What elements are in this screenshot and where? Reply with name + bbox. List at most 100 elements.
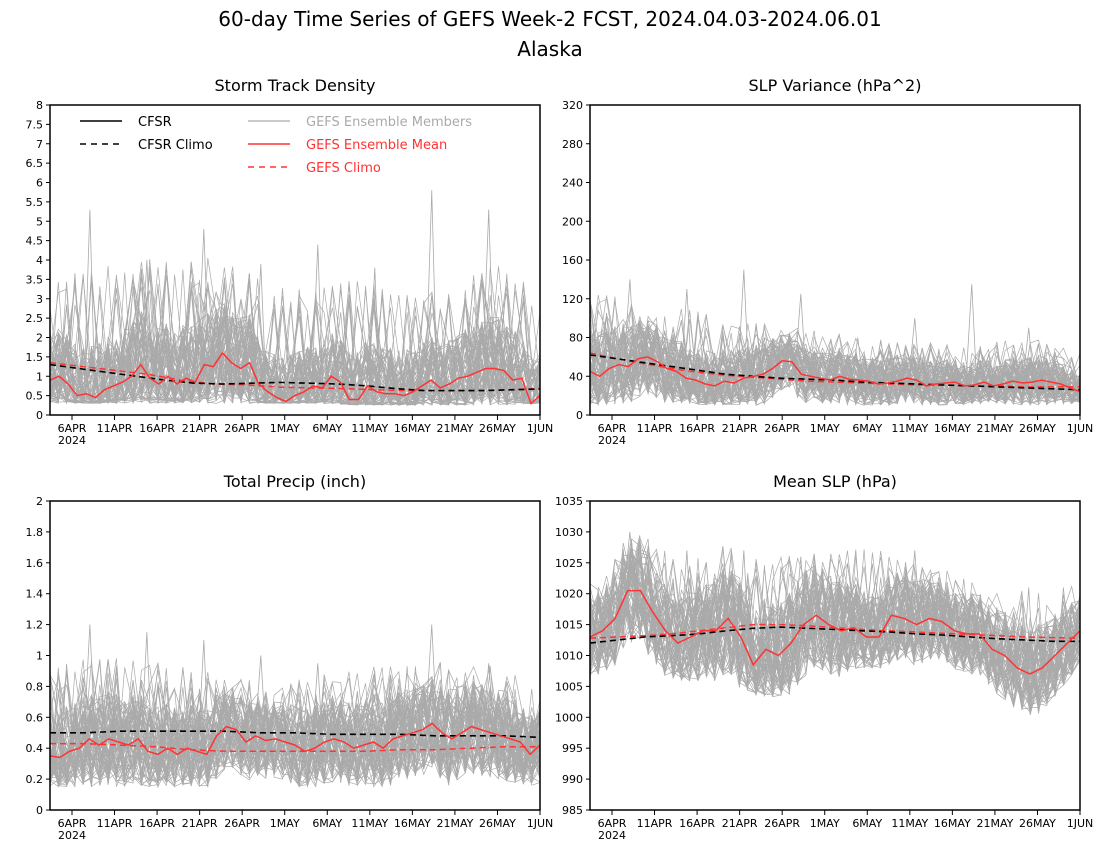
x-tick-label: 1MAY [270,817,300,830]
x-tick-label: 21APR [722,817,758,830]
ensemble-member-spike [908,318,921,380]
x-tick-label: 21APR [182,422,218,435]
x-tick-label: 6MAY [852,422,882,435]
ensemble-member-line [590,314,1080,405]
x-tick-label: 1JUN [527,422,554,435]
panel-title: SLP Variance (hPa^2) [749,76,922,95]
figure-title: 60-day Time Series of GEFS Week-2 FCST, … [218,7,881,31]
legend: CFSR CFSR Climo GEFS Ensemble Members GEFS … [80,115,472,176]
ensemble-member-spike [623,279,636,366]
y-tick-label: 1 [36,370,43,383]
x-tick-label: 6MAY [312,817,342,830]
legend-label: CFSR Climo [138,138,213,153]
x-tick-label: 26MAY [479,817,516,830]
x-tick-label: 6APR [58,817,87,830]
ensemble-members [590,531,1080,716]
ensemble-member-spike [140,259,153,374]
legend-label: GEFS Climo [306,161,381,176]
ensemble-member-line [50,273,540,406]
panel-title: Mean SLP (hPa) [773,472,897,491]
x-tick-label: 26APR [224,422,260,435]
legend-label: GEFS Ensemble Mean [306,138,447,153]
x-tick-label: 21MAY [976,422,1013,435]
x-tick-label: 6APR [598,422,627,435]
ensemble-member-spike [794,293,807,374]
y-tick-label: 1.5 [26,351,44,364]
ensemble-member-spike [197,228,210,366]
y-tick-label: 0.8 [26,680,44,693]
ensemble-member-line [590,562,1080,708]
ensemble-member-line [50,267,540,405]
y-tick-label: 4 [36,254,43,267]
ensemble-member-spike [737,550,750,644]
x-tick-label: 11APR [97,817,133,830]
x-tick-label: 1JUN [527,817,554,830]
ensemble-member-spike [1022,327,1035,383]
x-tick-label: 16MAY [394,817,431,830]
y-tick-label: 1 [36,650,43,663]
x-tick-label: 21MAY [976,817,1013,830]
x-tick-label: 1MAY [270,422,300,435]
ensemble-member-line [50,271,540,405]
chart-panels: Storm Track Density 0 0.5 1 1.5 2 2.5 3 3.5 4 4.5 5… [26,76,1094,842]
x-tick-label: 11APR [637,422,673,435]
y-tick-label: 1015 [555,619,583,632]
chart-panel-1: Storm Track Density 0 0.5 1 1.5 2 2.5 3 3.5 4 4.5 5… [26,76,554,447]
y-tick-label: 1.2 [26,619,44,632]
y-tick-label: 1035 [555,495,583,508]
panel-title: Total Precip (inch) [223,472,366,491]
ensemble-member-line [590,539,1080,699]
y-tick-label: 320 [562,99,583,112]
ensemble-member-spike [425,190,438,381]
x-tick-label: 16MAY [394,422,431,435]
cfsr-climo-line [590,354,1080,391]
y-tick-label: 2 [36,332,43,345]
y-tick-label: 5 [36,215,43,228]
y-tick-label: 0.2 [26,773,44,786]
y-tick-label: 0 [36,409,43,422]
ensemble-member-line [50,661,540,784]
ensemble-member-spike [254,655,267,739]
y-tick-label: 80 [569,332,583,345]
y-tick-label: 1.6 [26,557,44,570]
y-tick-label: 7 [36,138,43,151]
panel-title: Storm Track Density [215,76,376,95]
y-tick-label: 3 [36,293,43,306]
chart-panel-4: Mean SLP (hPa) 985 990 995 1000 1005 1010 1015 1… [555,472,1093,842]
ensemble-member-spike [623,531,636,591]
y-tick-label: 40 [569,370,583,383]
ensemble-member-spike [140,632,153,750]
y-tick-label: 1005 [555,680,583,693]
y-tick-label: 2.5 [26,312,44,325]
x-tick-label: 6APR [58,422,87,435]
x-tick-label: 16APR [679,422,715,435]
ensemble-mean-line [590,589,1080,675]
x-tick-label: 11MAY [891,817,928,830]
y-tick-label: 7.5 [26,118,44,131]
x-tick-label: 11MAY [351,422,388,435]
x-tick-label: 1MAY [810,422,840,435]
x-year-label: 2024 [598,434,626,447]
x-tick-label: 11MAY [891,422,928,435]
ensemble-member-line [590,309,1080,406]
ensemble-member-line [590,323,1080,404]
ensemble-member-spike [368,267,381,391]
ensemble-member-line [590,314,1080,405]
y-tick-label: 120 [562,293,583,306]
cfsr-climo-line [590,626,1080,644]
y-tick-label: 6.5 [26,157,44,170]
ensemble-member-spike [425,624,438,724]
y-tick-label: 1030 [555,526,583,539]
ensemble-member-line [590,535,1080,693]
y-tick-label: 4.5 [26,235,44,248]
x-tick-label: 16APR [679,817,715,830]
ensemble-members [590,269,1080,407]
gefs-climo-line [590,352,1080,388]
x-tick-label: 16MAY [934,422,971,435]
x-tick-label: 21APR [722,422,758,435]
y-tick-label: 2 [36,495,43,508]
ensemble-member-spike [254,263,267,386]
ensemble-member-spike [965,284,978,386]
x-tick-label: 6MAY [852,817,882,830]
ensemble-member-line [590,332,1080,407]
